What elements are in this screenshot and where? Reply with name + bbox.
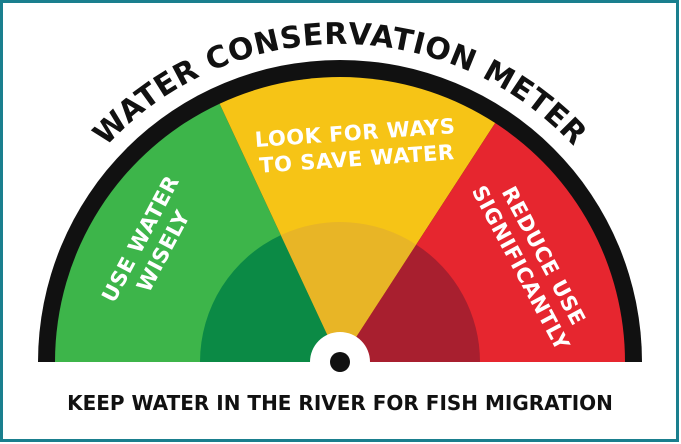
yellow-inner: [280, 222, 417, 362]
green-inner: [199, 235, 340, 362]
yellow-sector: [219, 77, 496, 362]
hub-dot: [330, 352, 350, 372]
red-inner: [340, 244, 480, 362]
footer: KEEP WATER IN THE RIVER FOR FISH MIGRATI…: [67, 391, 613, 415]
